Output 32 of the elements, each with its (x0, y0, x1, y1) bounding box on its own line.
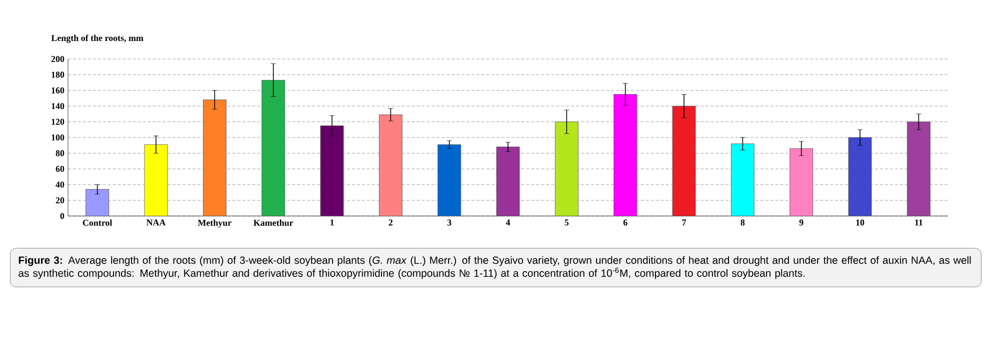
y-tick-label: 180 (52, 72, 64, 78)
text: Figure 3: Average length of the roots (mm) of 3-week-old soybean plants (G. max (L.) Merr.) of the Syaivo variety, grown under conditions of heat and drought and under the effect of auxin NAA, as well as synthetic compounds: Methyur, Kamethur and derivatives of thioxopyrimidine (compounds № 1-11) at a concentration of 10$^{-6}$M, compared to control soybean plants. (18, 256, 971, 279)
y-tick-label: 80 (56, 150, 64, 156)
y-tick-label: 200 (51, 56, 64, 62)
bar (848, 137, 872, 216)
x-tick-label: 1 (330, 220, 334, 226)
x-tick-label: NAA (146, 220, 166, 226)
y-tick-label: 40 (56, 182, 64, 188)
x-tick-label: 4 (506, 220, 510, 226)
x-tick-label: 6 (623, 220, 628, 226)
y-tick-label: 20 (56, 197, 64, 204)
x-tick-label: Methyur (198, 220, 232, 228)
x-tick-label: 3 (447, 220, 452, 226)
x-tick-label: 10 (856, 220, 864, 226)
y-tick-label: 120 (52, 118, 64, 125)
x-tick-label: 9 (799, 220, 804, 226)
y-tick-label: 160 (52, 87, 64, 94)
y-tick-label: 0 (60, 212, 64, 220)
y-tick-label: 60 (56, 166, 64, 172)
bar (144, 144, 168, 216)
x-tick-label: 8 (740, 220, 745, 226)
bar (496, 146, 520, 216)
x-tick-label: 7 (682, 220, 686, 226)
x-tick-label: Control (82, 220, 112, 226)
x-tick-label: 5 (564, 220, 569, 226)
y-tick-label: 140 (52, 103, 64, 110)
bar (320, 126, 344, 216)
x-tick-label: Kamethur (254, 220, 294, 226)
y-tick-label: 100 (52, 134, 64, 141)
x-tick-label: 11 (915, 220, 922, 226)
x-tick-label: 2 (388, 220, 393, 226)
y-axis-title: Length of the roots, mm (51, 34, 144, 43)
